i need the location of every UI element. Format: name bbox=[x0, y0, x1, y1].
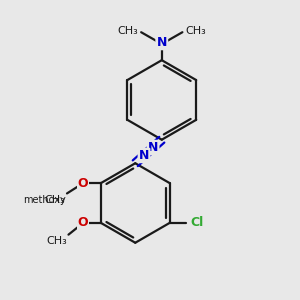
Text: CH₃: CH₃ bbox=[45, 195, 65, 205]
Text: CH₃: CH₃ bbox=[118, 26, 138, 36]
Text: O: O bbox=[78, 177, 88, 190]
Text: CH₃: CH₃ bbox=[46, 236, 67, 246]
Text: O: O bbox=[78, 216, 88, 230]
Text: N: N bbox=[148, 141, 158, 154]
Text: Cl: Cl bbox=[190, 216, 204, 230]
Text: N: N bbox=[139, 149, 149, 162]
Text: methoxy: methoxy bbox=[23, 195, 65, 205]
Text: CH₃: CH₃ bbox=[185, 26, 206, 36]
Text: N: N bbox=[157, 36, 167, 49]
